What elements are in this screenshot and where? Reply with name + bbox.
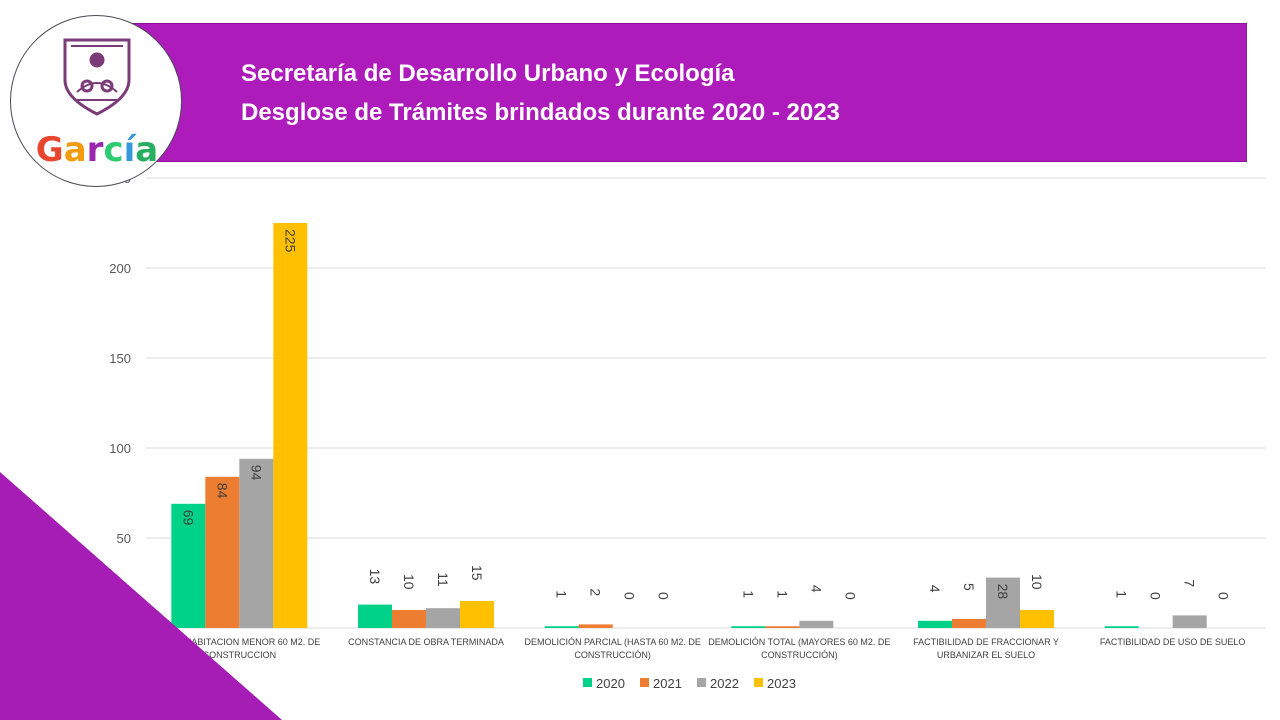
bar-2020 <box>171 503 206 628</box>
legend-swatch-2021 <box>640 678 649 687</box>
bar-2022 <box>799 620 834 628</box>
category-label: FACTIBILIDAD DE FRACCIONAR Y <box>913 637 1059 647</box>
data-label: 225 <box>282 229 298 253</box>
bar-2020 <box>1104 626 1139 628</box>
data-label: 28 <box>995 584 1011 600</box>
category-label: FACTIBILIDAD DE USO DE SUELO <box>1100 637 1246 647</box>
legend-label-2021: 2021 <box>653 676 682 691</box>
data-label: 0 <box>622 592 638 600</box>
bar-2020 <box>918 620 952 628</box>
bars <box>171 223 1207 628</box>
legend-swatch-2023 <box>754 678 763 687</box>
data-label: 4 <box>808 585 824 593</box>
data-label: 69 <box>180 510 196 526</box>
bar-2021 <box>205 476 240 628</box>
legend-label-2022: 2022 <box>710 676 739 691</box>
category-label: CONSTRUCCIÓN) <box>574 650 651 660</box>
bar-2020 <box>544 626 579 628</box>
bar-2020 <box>731 626 766 628</box>
bar-2021 <box>392 610 426 628</box>
data-label: 11 <box>435 572 451 587</box>
data-label: 0 <box>656 592 672 600</box>
legend-swatch-2022 <box>697 678 706 687</box>
y-tick-label: 100 <box>109 441 131 456</box>
bar-2022 <box>426 608 460 628</box>
data-label: 1 <box>554 590 570 598</box>
legend-label-2023: 2023 <box>767 676 796 691</box>
legend: 2020 2021 2022 2023 <box>583 676 796 691</box>
category-label: CONSTRUCCION <box>203 650 277 660</box>
shield-icon: García <box>36 38 158 170</box>
data-label: 1 <box>774 590 790 598</box>
bar-2020 <box>358 604 392 628</box>
data-label: 15 <box>469 565 485 581</box>
logo-wordmark: García <box>36 130 158 170</box>
data-label: 10 <box>401 574 417 590</box>
data-label: 0 <box>1148 592 1164 600</box>
y-tick-label: 200 <box>109 261 131 276</box>
data-label: 10 <box>1029 574 1045 590</box>
bar-2023 <box>460 601 494 628</box>
data-label: 0 <box>842 592 858 600</box>
data-label: 1 <box>1114 590 1130 598</box>
data-label: 0 <box>1216 592 1232 600</box>
category-labels: CASA HABITACION MENOR 60 M2. DE CONSTRUCC… <box>158 637 1245 660</box>
bar-2022 <box>239 458 274 628</box>
data-label: 84 <box>214 483 230 499</box>
data-label: 2 <box>588 588 604 596</box>
category-label: DEMOLICIÓN TOTAL (MAYORES 60 M2. DE <box>708 637 890 647</box>
bar-2023 <box>273 223 308 628</box>
header-title-line1: Secretaría de Desarrollo Urbano y Ecolog… <box>241 60 735 87</box>
corner-decoration <box>0 472 282 720</box>
category-label: CASA HABITACION MENOR 60 M2. DE <box>158 637 320 647</box>
data-label: 1 <box>740 590 756 598</box>
corner-triangle <box>0 472 282 720</box>
bar-2022 <box>986 577 1020 628</box>
data-label: 4 <box>927 585 943 593</box>
header-title-line2: Desglose de Trámites brindados durante 2… <box>241 99 840 126</box>
legend-label-2020: 2020 <box>596 676 625 691</box>
category-label: DEMOLICIÓN PARCIAL (HASTA 60 M2. DE <box>524 637 700 647</box>
bar-2021 <box>765 626 800 628</box>
category-label: URBANIZAR EL SUELO <box>937 650 1035 660</box>
header-banner: Secretaría de Desarrollo Urbano y Ecolog… <box>130 23 1247 162</box>
data-label: 13 <box>367 569 383 585</box>
bar-2021 <box>578 624 613 628</box>
bar-2022 <box>1172 615 1207 628</box>
category-label: CONSTRUCCIÓN) <box>761 650 838 660</box>
bar-2023 <box>1020 610 1054 628</box>
gridlines <box>146 177 1266 629</box>
bar-2021 <box>952 619 986 628</box>
data-label: 7 <box>1182 579 1198 587</box>
category-label: CONSTANCIA DE OBRA TERMINADA <box>348 637 504 647</box>
y-tick-label: 150 <box>109 351 131 366</box>
data-label: 94 <box>248 465 264 481</box>
logo: García <box>10 15 182 187</box>
legend-swatch-2020 <box>583 678 592 687</box>
data-label: 5 <box>961 583 977 591</box>
y-tick-label: 50 <box>117 531 131 546</box>
